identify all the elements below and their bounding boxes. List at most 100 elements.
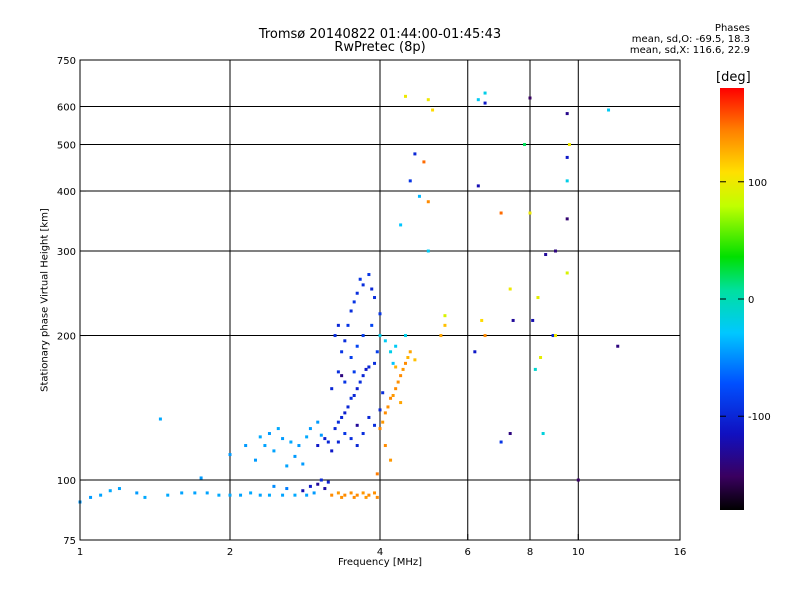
x-tick-label: 16 [674, 547, 687, 558]
data-point [330, 449, 334, 453]
data-point [422, 160, 426, 164]
x-tick-label: 10 [572, 547, 585, 558]
data-point [289, 440, 293, 444]
data-point [576, 478, 580, 482]
data-point [349, 437, 353, 441]
data-point [193, 491, 197, 495]
colorbar-tick-label: 100 [748, 178, 767, 189]
phase-stats-heading: Phases [714, 23, 750, 34]
data-point [389, 350, 393, 354]
data-point [386, 405, 390, 409]
data-point [396, 380, 400, 384]
data-point [166, 493, 170, 497]
data-point [473, 350, 477, 354]
data-point [180, 491, 184, 495]
data-point [439, 334, 443, 338]
data-point [483, 91, 487, 95]
data-point [326, 440, 330, 444]
data-point [346, 323, 350, 327]
data-point [389, 396, 393, 400]
data-point [378, 312, 382, 316]
data-point [483, 101, 487, 105]
data-point [355, 344, 359, 348]
data-point [361, 374, 365, 378]
data-point [426, 98, 430, 102]
data-point [258, 435, 262, 439]
data-point [375, 472, 379, 476]
data-point [323, 487, 327, 491]
data-point [476, 184, 480, 188]
data-point [352, 300, 356, 304]
data-point [349, 491, 353, 495]
data-point [373, 361, 377, 365]
data-point [391, 394, 395, 398]
data-point [378, 427, 382, 431]
data-point [567, 143, 571, 147]
data-point [389, 458, 393, 462]
data-point [401, 367, 405, 371]
data-point [330, 387, 334, 391]
data-point [89, 495, 93, 499]
data-point [333, 334, 337, 338]
data-point [343, 432, 347, 436]
data-point [349, 355, 353, 359]
chart-title: Tromsø 20140822 01:44:00-01:45:43 [258, 27, 502, 42]
data-point [340, 495, 344, 499]
data-point [285, 464, 289, 468]
data-point [607, 108, 611, 112]
data-point [340, 374, 344, 378]
data-point [399, 374, 403, 378]
data-point [406, 355, 410, 359]
data-point [553, 334, 557, 338]
data-point [361, 491, 365, 495]
data-point [352, 370, 356, 374]
data-point [308, 484, 312, 488]
data-point [281, 437, 285, 441]
data-point [417, 194, 421, 198]
data-point [565, 217, 569, 221]
data-point [228, 493, 232, 497]
data-point [511, 318, 515, 322]
colorbar-label: [deg] [716, 70, 751, 85]
data-point [565, 271, 569, 275]
data-point [272, 484, 276, 488]
data-point [343, 380, 347, 384]
data-point [413, 358, 417, 362]
data-point [528, 96, 532, 100]
data-point [343, 339, 347, 343]
data-point [394, 387, 398, 391]
data-point [301, 489, 305, 493]
data-point [349, 309, 353, 313]
data-point [394, 344, 398, 348]
data-point [523, 143, 527, 147]
data-point [249, 491, 253, 495]
data-point [499, 440, 503, 444]
data-point [316, 444, 320, 448]
data-point [383, 411, 387, 415]
data-point [340, 350, 344, 354]
data-point [228, 453, 232, 457]
data-point [316, 420, 320, 424]
y-tick-label: 750 [57, 56, 76, 67]
data-point [352, 394, 356, 398]
data-point [293, 454, 297, 458]
data-point [217, 493, 221, 497]
data-point [378, 408, 382, 412]
x-tick-label: 1 [77, 547, 83, 558]
data-point [305, 493, 309, 497]
data-point [541, 432, 545, 436]
data-point [367, 415, 371, 419]
colorbar-tick-label: 0 [748, 295, 754, 306]
data-point [394, 365, 398, 369]
data-point [319, 433, 323, 437]
data-point [381, 420, 385, 424]
data-point [499, 211, 503, 215]
data-point [301, 462, 305, 466]
data-point [355, 387, 359, 391]
y-tick-label: 100 [57, 476, 76, 487]
data-point [399, 223, 403, 227]
data-point [364, 367, 368, 371]
y-tick-label: 75 [63, 536, 76, 547]
y-tick-label: 600 [57, 103, 76, 114]
